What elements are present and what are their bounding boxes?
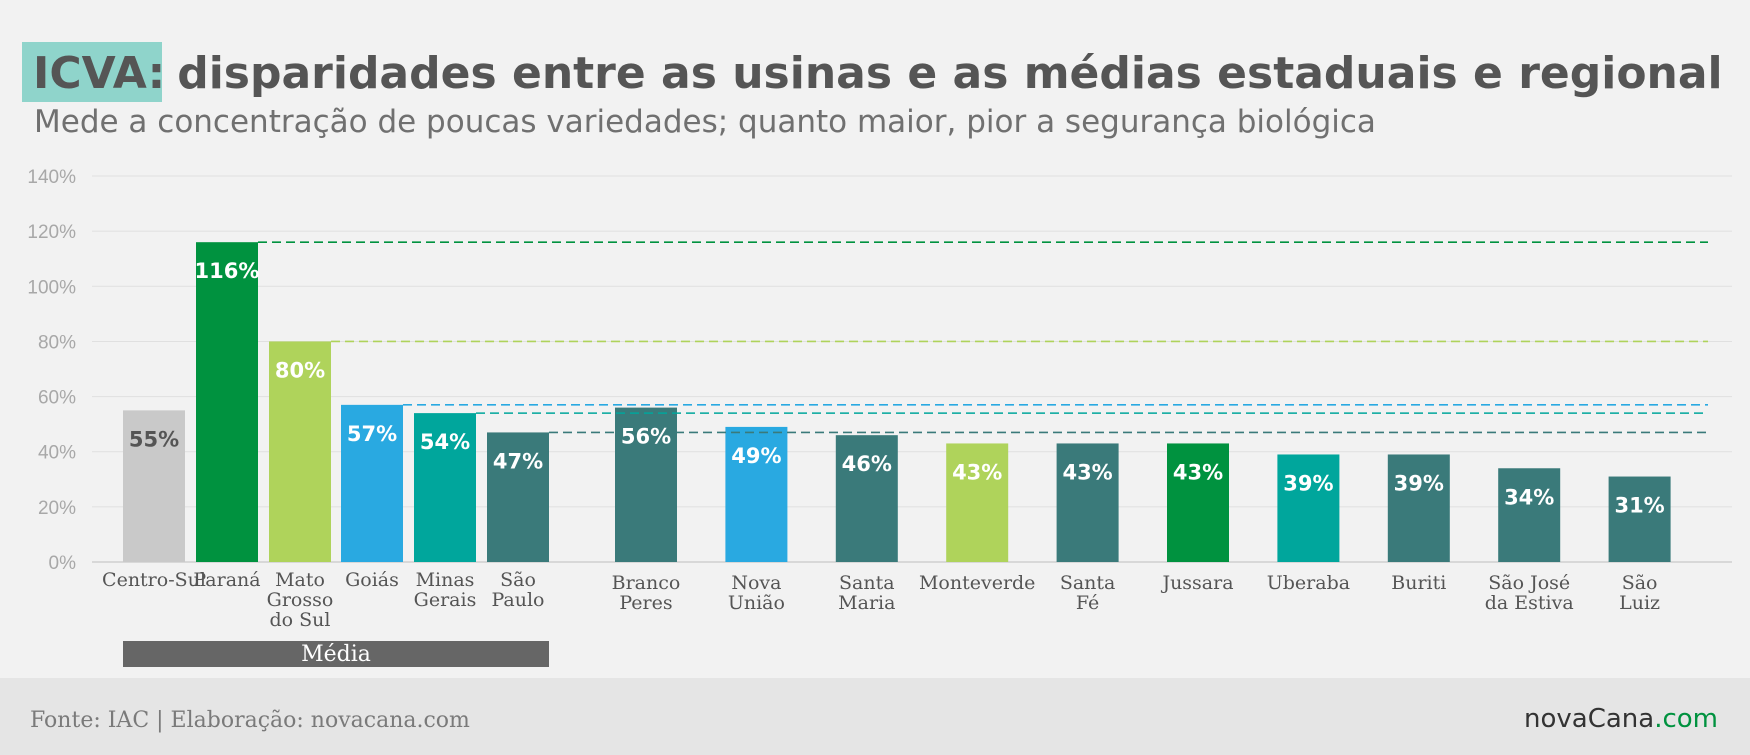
footer-source: Fonte: IAC | Elaboração: novacana.com [30, 708, 470, 733]
x-tick-label: Santa Maria [838, 572, 895, 614]
data-label: 80% [275, 358, 325, 382]
x-tick-label: Uberaba [1267, 572, 1350, 594]
bar [615, 407, 677, 562]
data-label: 116% [195, 259, 260, 283]
data-label: 43% [1062, 460, 1112, 484]
bar [487, 432, 549, 562]
x-tick-label: Santa Fé [1060, 572, 1116, 614]
bar [196, 242, 258, 563]
chart-subtitle: Mede a concentração de poucas variedades… [34, 104, 1376, 140]
y-tick-label: 80% [38, 332, 76, 353]
bar [1056, 443, 1119, 562]
bar [269, 341, 331, 562]
y-tick-label: 100% [27, 277, 76, 298]
x-tick-label: Goiás [345, 569, 399, 591]
novacana-logo: novaCana.com [1524, 704, 1718, 734]
title-highlight: ICVA: [33, 48, 165, 99]
gridlines [92, 175, 1732, 563]
chart-title: ICVA: disparidades entre as usinas e as m… [33, 48, 1723, 99]
bar [1277, 454, 1340, 562]
x-tick-label: Buriti [1391, 572, 1446, 594]
bar [725, 426, 788, 562]
y-tick-label: 140% [27, 167, 76, 188]
media-group-label: Média [301, 642, 371, 667]
title-highlight-box [22, 42, 162, 102]
data-label: 46% [842, 452, 892, 476]
bar [1608, 476, 1671, 562]
data-label: 39% [1283, 471, 1333, 495]
bar [946, 443, 1009, 562]
bar [123, 410, 185, 562]
y-axis: 0% 20% 40% 60% 80% 100% 120% 140% [27, 167, 76, 574]
data-label: 39% [1394, 471, 1444, 495]
x-tick-label: Mato Grosso do Sul [267, 569, 334, 631]
bar [835, 435, 898, 562]
bar [1498, 468, 1561, 562]
x-tick-label: São Paulo [491, 569, 544, 611]
x-tick-label: São José da Estiva [1485, 572, 1574, 614]
value-labels: 55% 116% 80% 57% 54% 47% 56% 49% 46% 43% 43% 43% 39%… [129, 259, 1665, 517]
x-tick-label: Paraná [193, 569, 260, 591]
data-label: 43% [952, 460, 1002, 484]
bar [414, 413, 476, 562]
data-label: 57% [347, 422, 397, 446]
x-tick-label: Nova União [728, 572, 785, 614]
bar [341, 404, 403, 562]
y-tick-label: 0% [49, 553, 77, 574]
data-label: 31% [1614, 494, 1664, 518]
bars [123, 242, 1671, 563]
data-label: 54% [420, 430, 470, 454]
y-tick-label: 120% [27, 222, 76, 243]
x-tick-label: Branco Peres [612, 572, 681, 614]
footer-background [0, 678, 1750, 755]
title-rest: disparidades entre as usinas e as médias… [177, 48, 1722, 99]
logo-main: novaCana [1524, 704, 1654, 734]
data-label: 43% [1173, 460, 1223, 484]
x-tick-label: Minas Gerais [414, 569, 477, 611]
bar [1167, 443, 1229, 562]
data-label: 56% [621, 425, 671, 449]
x-tick-label: Monteverde [919, 572, 1035, 594]
data-label: 47% [493, 449, 543, 473]
data-label: 55% [129, 427, 179, 451]
data-label: 49% [731, 444, 781, 468]
bar [1387, 454, 1450, 562]
x-tick-label: Jussara [1160, 572, 1233, 594]
data-label: 34% [1504, 485, 1554, 509]
reference-lines [258, 241, 1708, 434]
y-tick-label: 20% [38, 498, 76, 519]
x-tick-label: São Luiz [1619, 572, 1660, 614]
media-group-bar [123, 641, 549, 667]
y-tick-label: 40% [38, 443, 76, 464]
x-tick-label: Centro-Sul [102, 569, 206, 591]
logo-suffix: .com [1654, 704, 1718, 734]
y-tick-label: 60% [38, 388, 76, 409]
